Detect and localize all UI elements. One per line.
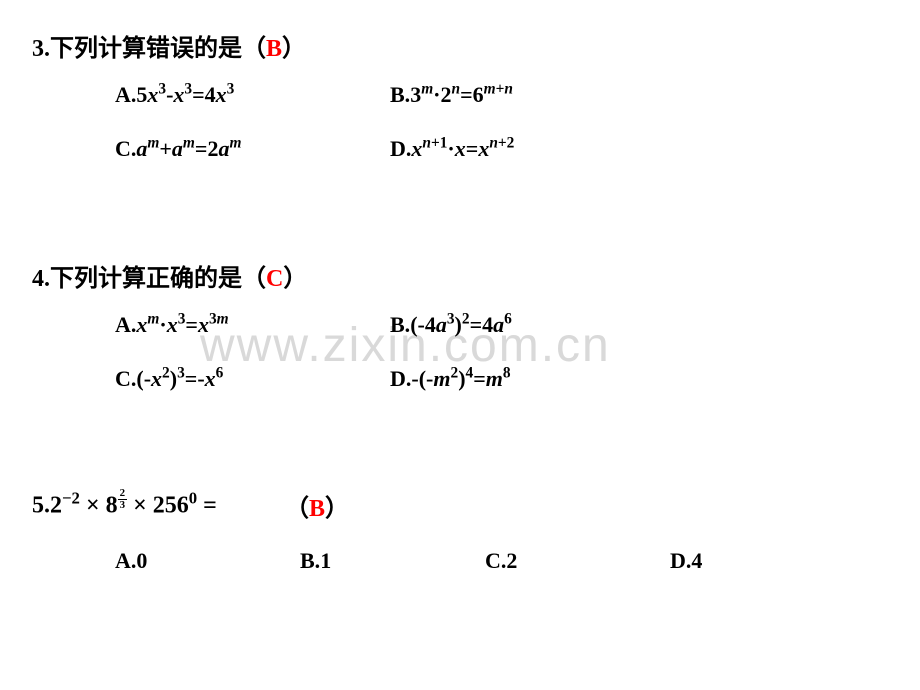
- q3-option-a: A.5x3-x3=4x3: [115, 82, 234, 108]
- q5-op1: ×: [86, 492, 100, 518]
- q3-answer: B: [266, 36, 282, 62]
- option-math: 3m·2n=6m+n: [410, 82, 513, 107]
- option-text: 2: [506, 548, 517, 573]
- q3-stem: 3.下列计算错误的是（B）: [32, 28, 306, 63]
- q5-option-c: C.2: [485, 548, 517, 574]
- q5-option-a: A.0: [115, 548, 147, 574]
- q5-option-b: B.1: [300, 548, 331, 574]
- option-label: B.: [390, 82, 410, 107]
- q4-answer: C: [266, 266, 283, 292]
- q5-option-d: D.4: [670, 548, 702, 574]
- option-label: D.: [390, 366, 411, 391]
- q5-paren-left: （: [285, 496, 309, 522]
- option-text: 1: [320, 548, 331, 573]
- q4-stem: 4.下列计算正确的是（C）: [32, 258, 307, 293]
- option-math: -(-m2)4=m8: [411, 366, 510, 391]
- option-label: D.: [390, 136, 411, 161]
- option-label: B.: [390, 312, 410, 337]
- q3-option-d: D.xn+1·x=xn+2: [390, 136, 514, 162]
- q4-option-a: A.xm·x3=x3m: [115, 312, 229, 338]
- option-label: C.: [115, 136, 136, 161]
- option-label: C.: [485, 548, 506, 573]
- q4-stem-suffix: ）: [283, 266, 307, 292]
- option-math: 5x3-x3=4x3: [136, 82, 234, 107]
- option-label: C.: [115, 366, 136, 391]
- option-label: A.: [115, 82, 136, 107]
- option-math: am+am=2am: [136, 136, 241, 161]
- q5-op2: ×: [133, 492, 147, 518]
- option-label: B.: [300, 548, 320, 573]
- option-text: 0: [136, 548, 147, 573]
- q5-base1: 2: [50, 492, 62, 518]
- q4-stem-prefix: 4.下列计算正确的是（: [32, 266, 266, 292]
- option-math: xm·x3=x3m: [136, 312, 228, 337]
- q5-exp3: 0: [189, 488, 197, 507]
- q5-label: 5.: [32, 492, 50, 518]
- q4-option-b: B.(-4a3)2=4a6: [390, 312, 512, 338]
- q5-base3: 256: [153, 492, 189, 518]
- q4-option-c: C.(-x2)3=-x6: [115, 366, 223, 392]
- q5-paren: （B）: [285, 488, 349, 523]
- q5-eq: =: [203, 492, 217, 518]
- q3-stem-prefix: 3.下列计算错误的是（: [32, 36, 266, 62]
- q3-stem-suffix: ）: [282, 36, 306, 62]
- option-text: 4: [691, 548, 702, 573]
- option-label: D.: [670, 548, 691, 573]
- option-math: (-4a3)2=4a6: [410, 312, 512, 337]
- option-math: xn+1·x=xn+2: [411, 136, 514, 161]
- option-math: (-x2)3=-x6: [136, 366, 223, 391]
- option-label: A.: [115, 312, 136, 337]
- q5-exp1: −2: [62, 488, 80, 507]
- q5-exp2-frac: 23: [118, 488, 127, 511]
- q4-option-d: D.-(-m2)4=m8: [390, 366, 511, 392]
- q5-paren-right: ）: [325, 496, 349, 522]
- q3-option-c: C.am+am=2am: [115, 136, 241, 162]
- q5-exp2-den: 3: [118, 500, 127, 511]
- q5-stem: 5.2−2 × 823 × 2560 =: [32, 488, 217, 519]
- q5-answer: B: [309, 496, 325, 522]
- option-label: A.: [115, 548, 136, 573]
- q3-option-b: B.3m·2n=6m+n: [390, 82, 513, 108]
- q5-base2: 8: [106, 492, 118, 518]
